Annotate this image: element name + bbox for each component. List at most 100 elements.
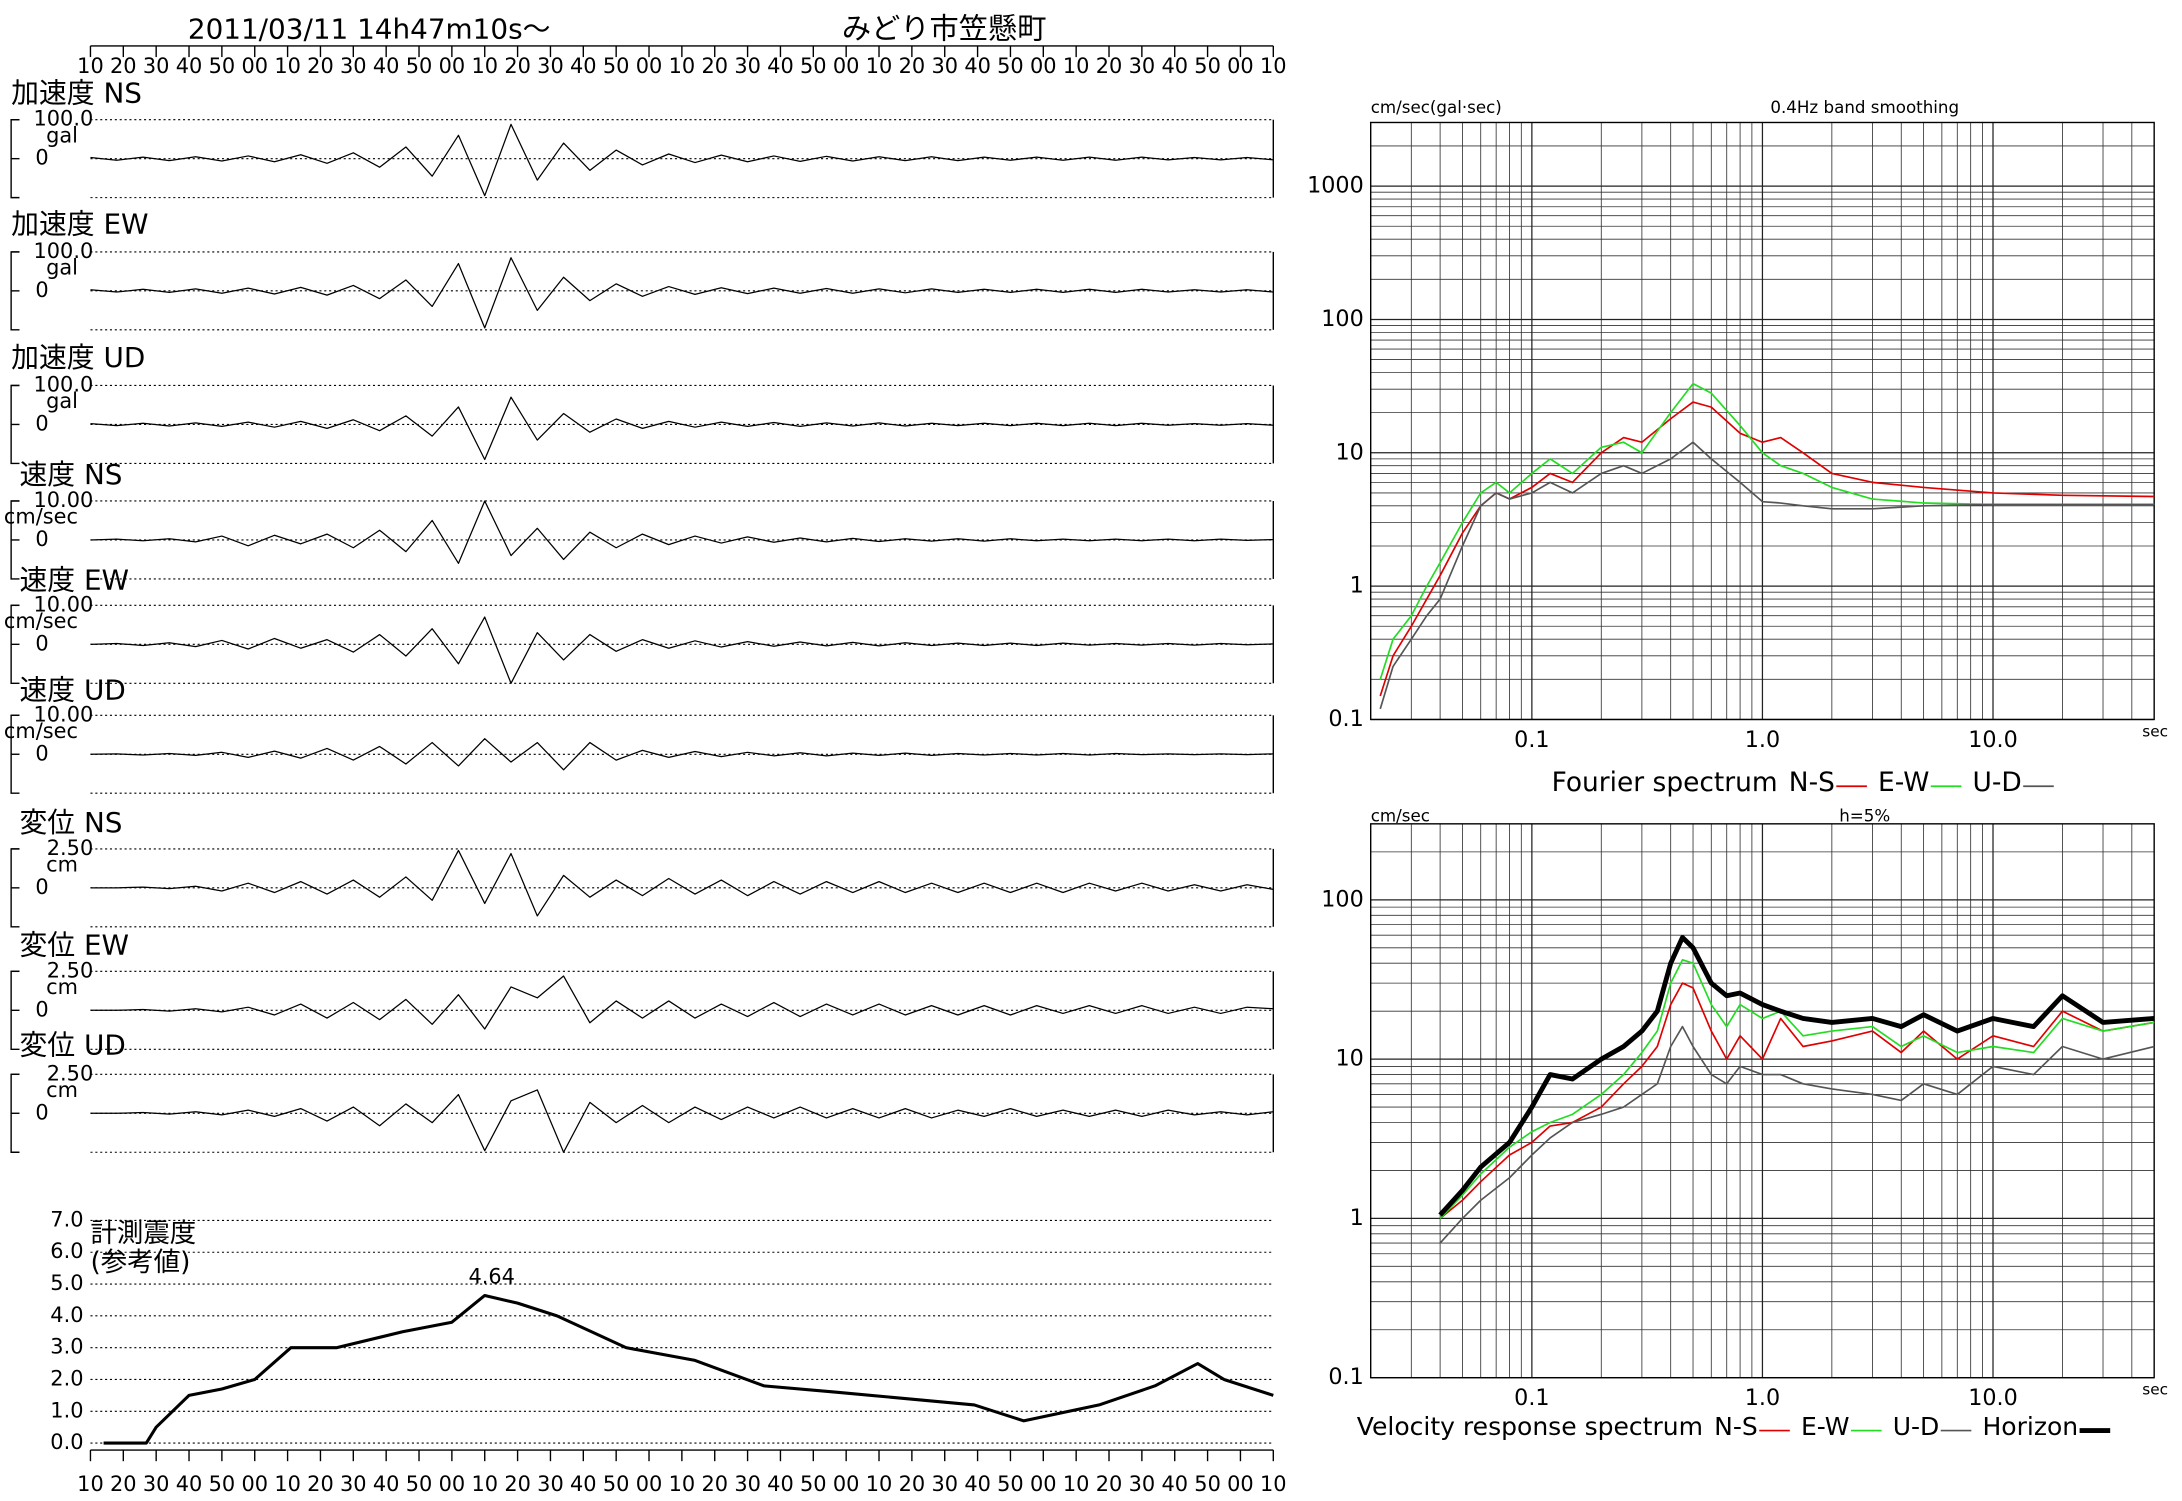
x-tick-label: 10.0: [1968, 1385, 2018, 1411]
legend-label: E-W: [1878, 767, 1929, 798]
x-tick-label: 1.0: [1745, 727, 1780, 753]
time-tick-label: 10: [274, 1472, 301, 1496]
y-tick-label: 2.0: [50, 1366, 83, 1390]
data-line: [1438, 935, 2155, 1217]
time-tick-label: 00: [1030, 54, 1057, 78]
time-tick-label: 20: [504, 1472, 531, 1496]
data-line: [90, 738, 1274, 771]
time-tick-label: 00: [636, 1472, 663, 1496]
y-tick-label: 0: [35, 278, 48, 302]
data-line: [90, 500, 1274, 564]
time-tick-label: 30: [143, 1472, 170, 1496]
time-tick-label: 40: [570, 54, 597, 78]
data-line: [1439, 959, 2155, 1219]
time-tick-label: 20: [504, 54, 531, 78]
y-tick-label: 100.0: [34, 107, 94, 131]
time-tick-label: 00: [439, 1472, 466, 1496]
y-tick-label: 10.00: [34, 702, 94, 726]
data-line: [1439, 982, 2155, 1220]
panel-bracket: [10, 714, 20, 794]
y-tick-label: 0.1: [1328, 706, 1363, 732]
time-tick-label: 10: [274, 54, 301, 78]
y-tick-label: 4.0: [50, 1303, 83, 1327]
time-tick-label: 00: [833, 1472, 860, 1496]
data-line: [90, 123, 1274, 197]
time-tick-label: 10: [1063, 54, 1090, 78]
time-tick-label: 20: [899, 54, 926, 78]
y-tick-label: 0: [35, 1100, 48, 1124]
time-tick-label: 20: [701, 1472, 728, 1496]
time-tick-label: 50: [997, 1472, 1024, 1496]
time-tick-label: 10: [77, 1472, 104, 1496]
panel-bracket: [10, 119, 20, 199]
time-tick-label: 20: [899, 1472, 926, 1496]
legend-title: Velocity response spectrum: [1357, 1412, 1703, 1441]
time-tick-label: 10: [669, 1472, 696, 1496]
time-tick-label: 10: [866, 54, 893, 78]
time-tick-label: 50: [603, 54, 630, 78]
panel-title: 加速度 UD: [11, 341, 145, 374]
y-tick-label: 1: [1350, 573, 1364, 599]
time-tick-label: 50: [997, 54, 1024, 78]
panel-subtitle: 0.4Hz band smoothing: [1770, 98, 1959, 117]
legend-label: N-S: [1789, 767, 1835, 798]
time-tick-label: 10: [77, 54, 104, 78]
time-tick-label: 30: [734, 1472, 761, 1496]
y-tick-label: 1.0: [50, 1398, 83, 1422]
time-tick-label: 40: [964, 1472, 991, 1496]
time-tick-label: 50: [800, 1472, 827, 1496]
data-line: [90, 975, 1274, 1030]
station-name: みどり市笠懸町: [842, 12, 1047, 46]
y-tick-label: 0: [35, 741, 48, 765]
x-unit: sec: [2142, 1381, 2168, 1399]
time-tick-label: 40: [373, 54, 400, 78]
time-tick-label: 20: [701, 54, 728, 78]
time-tick-label: 00: [1030, 1472, 1057, 1496]
time-tick-label: 50: [800, 54, 827, 78]
time-tick-label: 30: [1129, 54, 1156, 78]
panel-bracket: [10, 604, 20, 684]
y-tick-label: 2.50: [47, 1061, 93, 1085]
panel-bracket: [10, 1073, 20, 1153]
y-unit: cm/sec: [1371, 806, 1430, 825]
time-tick-label: 50: [1194, 54, 1221, 78]
time-tick-label: 10: [866, 1472, 893, 1496]
panel-title: 加速度 NS: [11, 77, 142, 110]
time-tick-label: 30: [537, 1472, 564, 1496]
y-tick-label: 0.0: [50, 1430, 83, 1454]
time-tick-label: 10: [669, 54, 696, 78]
time-tick-label: 40: [1161, 54, 1188, 78]
time-tick-label: 30: [143, 54, 170, 78]
record-datetime: 2011/03/11 14h47m10s～: [188, 13, 551, 46]
y-tick-label: 0: [35, 997, 48, 1021]
time-tick-label: 40: [176, 54, 203, 78]
time-tick-label: 00: [439, 54, 466, 78]
time-tick-label: 50: [406, 1472, 433, 1496]
y-tick-label: 1: [1350, 1205, 1364, 1231]
data-line: [1379, 401, 2155, 697]
panel-title: 速度 UD: [19, 674, 125, 707]
y-tick-label: 100: [1321, 306, 1363, 332]
data-line: [1379, 441, 2155, 710]
legend-title: Fourier spectrum: [1552, 767, 1778, 798]
y-tick-label: 6.0: [50, 1239, 83, 1263]
legend-label: N-S: [1714, 1412, 1758, 1441]
data-line: [90, 1089, 1274, 1153]
x-tick-label: 0.1: [1514, 1385, 1549, 1411]
y-tick-label: 3.0: [50, 1335, 83, 1359]
x-tick-label: 1.0: [1745, 1385, 1780, 1411]
time-tick-label: 10: [471, 54, 498, 78]
unit-label: cm: [46, 975, 78, 999]
y-tick-label: 2.50: [47, 836, 93, 860]
legend-label: U-D: [1893, 1412, 1940, 1441]
y-tick-label: 0: [35, 146, 48, 170]
unit-label: gal: [46, 123, 78, 147]
panel-title: 変位 NS: [19, 806, 122, 839]
time-tick-label: 00: [241, 54, 268, 78]
time-tick-label: 50: [603, 1472, 630, 1496]
y-tick-label: 100: [1321, 886, 1363, 912]
x-tick-label: 10.0: [1968, 727, 2018, 753]
data-line: [90, 396, 1274, 461]
time-tick-label: 00: [636, 54, 663, 78]
